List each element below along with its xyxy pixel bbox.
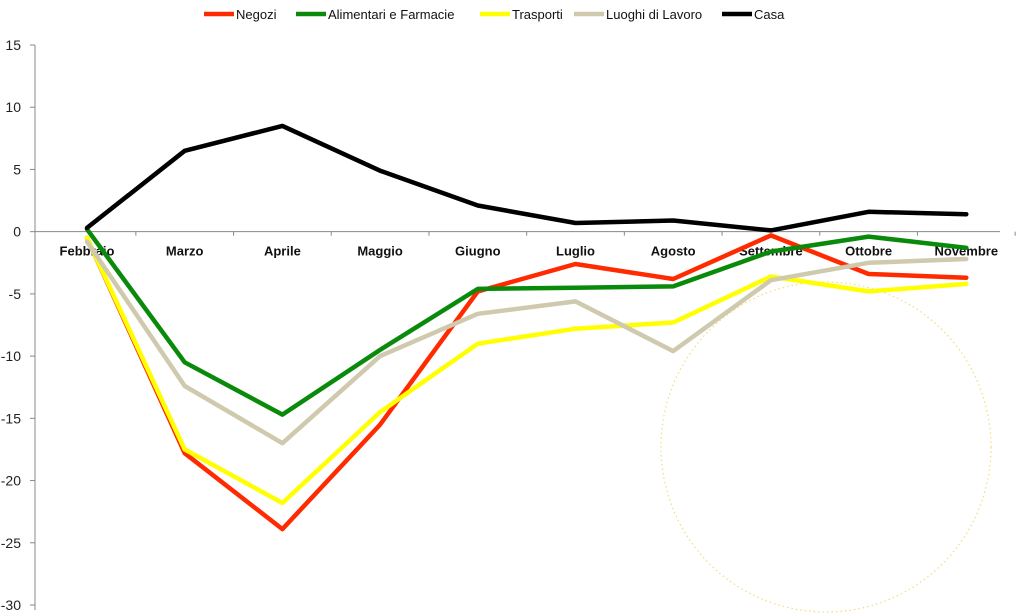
x-tick-label: Maggio: [357, 244, 403, 259]
series-line-5: [84, 123, 969, 233]
legend-label: Casa: [754, 7, 785, 22]
legend-label: Negozi: [236, 7, 277, 22]
y-tick-label: -25: [1, 535, 21, 551]
y-tick-label: -10: [1, 348, 21, 364]
x-tick-label: Marzo: [166, 244, 204, 259]
legend-label: Trasporti: [512, 7, 563, 22]
watermark-circle: [660, 281, 992, 613]
series-line-2: [84, 226, 969, 417]
y-tick-label: 10: [5, 99, 21, 115]
y-tick-label: -15: [1, 410, 21, 426]
y-tick-label: 15: [5, 37, 21, 53]
x-tick-label: Giugno: [455, 244, 501, 259]
series-line-1: [84, 233, 969, 532]
series-line-3: [84, 235, 969, 506]
y-tick-label: -5: [9, 286, 22, 302]
series-line-4: [84, 239, 969, 446]
x-tick-label: Agosto: [651, 244, 696, 259]
x-tick-label: Aprile: [264, 244, 301, 259]
x-tick-label: Luglio: [556, 244, 595, 259]
legend-label: Alimentari e Farmacie: [328, 7, 454, 22]
legend-label: Luoghi di Lavoro: [606, 7, 702, 22]
series-lines: [84, 123, 969, 532]
y-tick-label: -20: [1, 473, 21, 489]
y-tick-label: -30: [1, 597, 21, 613]
y-tick-label: 5: [13, 161, 21, 177]
y-tick-label: 0: [13, 224, 21, 240]
x-tick-label: Ottobre: [845, 244, 892, 259]
legend: Negozi Alimentari e Farmacie Trasporti Luog…: [204, 7, 785, 22]
